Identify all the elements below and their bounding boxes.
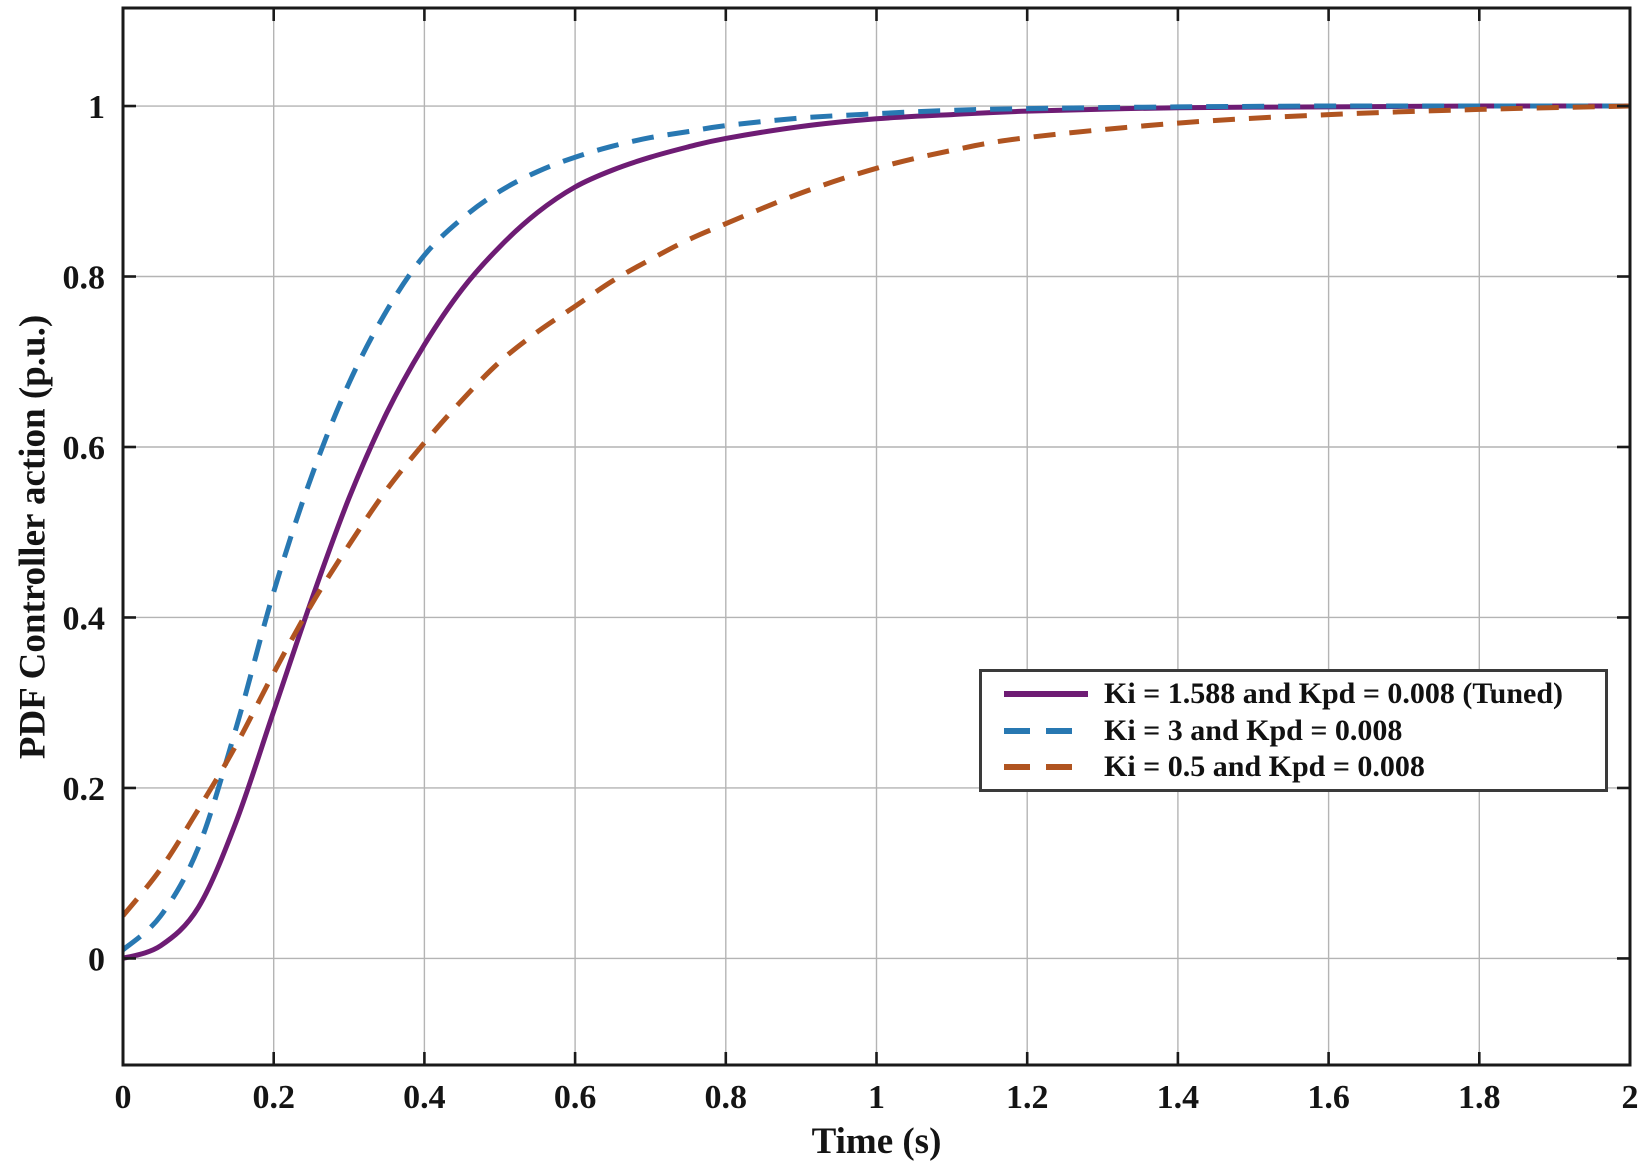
legend-sample-line-ki3 [1004, 727, 1088, 734]
x-tick-label: 1 [868, 1079, 885, 1116]
x-tick-label: 1.8 [1458, 1079, 1501, 1116]
legend-item-ki05: Ki = 0.5 and Kpd = 0.008 [1002, 752, 1605, 782]
y-tick-label: 0.6 [63, 430, 106, 467]
x-tick-label: 0.8 [705, 1079, 748, 1116]
legend-item-tuned: Ki = 1.588 and Kpd = 0.008 (Tuned) [1002, 676, 1605, 710]
x-tick-label: 1.4 [1157, 1079, 1200, 1116]
series-line-2 [123, 103, 1630, 918]
legend-label-tuned: Ki = 1.588 and Kpd = 0.008 (Tuned) [1104, 676, 1564, 710]
y-tick-label: 0.4 [63, 600, 106, 637]
x-tick-label: 0 [115, 1079, 132, 1116]
y-tick-label: 0.8 [63, 260, 106, 297]
legend-sample-line-tuned [1004, 690, 1088, 697]
legend-label-ki3: Ki = 3 and Kpd = 0.008 [1104, 713, 1403, 747]
x-tick-label: 2 [1622, 1079, 1639, 1116]
legend-label-ki05: Ki = 0.5 and Kpd = 0.008 [1104, 750, 1425, 784]
x-tick-label: 0.4 [403, 1079, 446, 1116]
x-tick-label: 1.6 [1307, 1079, 1350, 1116]
y-tick-label: 0 [88, 941, 105, 978]
x-tick-label: 0.2 [252, 1079, 295, 1116]
x-tick-label: 0.6 [554, 1079, 597, 1116]
x-tick-label: 1.2 [1006, 1079, 1049, 1116]
y-tick-label: 1 [88, 89, 105, 126]
legend-item-ki3: Ki = 3 and Kpd = 0.008 [1002, 713, 1605, 747]
series-line-1 [123, 103, 1630, 952]
legend: Ki = 1.588 and Kpd = 0.008 (Tuned) Ki = … [979, 669, 1608, 792]
y-tick-label: 0.2 [63, 771, 106, 808]
y-axis-title: PDF Controller action (p.u.) [12, 314, 54, 760]
legend-sample-line-ki05 [1004, 764, 1088, 771]
x-axis-title: Time (s) [811, 1121, 942, 1162]
